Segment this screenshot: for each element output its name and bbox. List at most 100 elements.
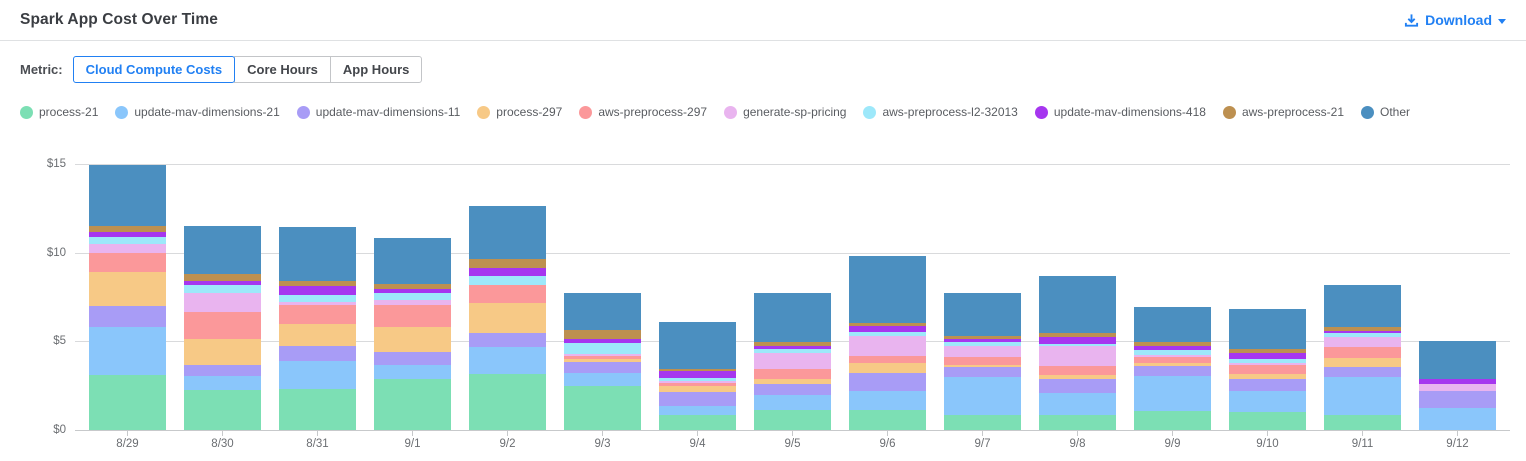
x-tick <box>887 431 888 436</box>
bar-segment-update-mav-dimensions-11 <box>1419 391 1496 408</box>
bar-segment-update-mav-dimensions-11 <box>374 352 451 366</box>
y-tick-label: $15 <box>46 158 66 170</box>
bar-segment-aws-preprocess-l2-32013 <box>1229 359 1306 363</box>
x-axis-cell: 9/9 <box>1134 431 1211 450</box>
bar-segment-aws-preprocess-21 <box>89 225 166 233</box>
x-tick <box>792 431 793 436</box>
bar-segment-process-297 <box>659 385 736 392</box>
bar-segment-other <box>279 227 356 281</box>
bar-segment-update-mav-dimensions-11 <box>564 361 641 374</box>
bar-segment-process-297 <box>754 378 831 384</box>
download-button[interactable]: Download <box>1404 12 1506 28</box>
bar-segment-process-297 <box>279 323 356 347</box>
bar-segment-generate-sp-pricing <box>1324 337 1401 348</box>
x-tick <box>697 431 698 436</box>
legend-item-update-mav-dimensions-418[interactable]: update-mav-dimensions-418 <box>1034 105 1206 119</box>
legend-dot <box>1361 105 1374 119</box>
bar-segment-aws-preprocess-297 <box>1039 365 1116 375</box>
bar-9-10 <box>1229 308 1306 431</box>
bar-segment-update-mav-dimensions-21 <box>1419 407 1496 431</box>
bar-segment-update-mav-dimensions-11 <box>1039 379 1116 393</box>
bar-segment-process-297 <box>1324 358 1401 367</box>
bar-segment-update-mav-dimensions-21 <box>659 405 736 416</box>
bar-segment-aws-preprocess-l2-32013 <box>849 331 926 336</box>
legend-label: update-mav-dimensions-418 <box>1053 105 1206 119</box>
bar-segment-process-21 <box>374 378 451 431</box>
legend-label: aws-preprocess-21 <box>1241 105 1344 119</box>
x-tick <box>412 431 413 436</box>
tab-cloud-compute-costs[interactable]: Cloud Compute Costs <box>72 56 236 83</box>
bar-segment-aws-preprocess-21 <box>279 280 356 287</box>
bar-segment-aws-preprocess-297 <box>849 356 926 363</box>
bar-segment-update-mav-dimensions-21 <box>849 390 926 410</box>
legend-item-process-21[interactable]: process-21 <box>20 105 98 119</box>
bar-segment-process-21 <box>1229 411 1306 431</box>
x-tick-label: 8/29 <box>116 438 139 450</box>
bar-segment-update-mav-dimensions-418 <box>374 289 451 294</box>
bar-segment-update-mav-dimensions-418 <box>279 286 356 295</box>
bar-segment-aws-preprocess-297 <box>754 368 831 379</box>
x-tick-label: 9/1 <box>404 438 421 450</box>
bar-segment-process-21 <box>469 373 546 431</box>
x-axis-cell: 9/1 <box>374 431 451 450</box>
x-tick-label: 9/5 <box>784 438 801 450</box>
bar-segment-other <box>849 255 926 323</box>
bar-segment-update-mav-dimensions-21 <box>1229 391 1306 412</box>
download-icon <box>1404 13 1419 28</box>
legend-label: Other <box>1380 105 1411 119</box>
bar-segment-aws-preprocess-l2-32013 <box>659 377 736 381</box>
x-axis-cell: 8/30 <box>184 431 261 450</box>
bar-segment-generate-sp-pricing <box>1419 383 1496 392</box>
tab-app-hours[interactable]: App Hours <box>329 56 423 83</box>
legend-item-aws-preprocess-l2-32013[interactable]: aws-preprocess-l2-32013 <box>863 105 1018 119</box>
legend-item-update-mav-dimensions-21[interactable]: update-mav-dimensions-21 <box>115 105 280 119</box>
bar-segment-generate-sp-pricing <box>564 353 641 357</box>
legend-item-generate-sp-pricing[interactable]: generate-sp-pricing <box>724 105 846 119</box>
bar-segment-update-mav-dimensions-11 <box>184 365 261 377</box>
legend-item-aws-preprocess-297[interactable]: aws-preprocess-297 <box>579 105 707 119</box>
bar-segment-generate-sp-pricing <box>1229 362 1306 365</box>
bar-segment-update-mav-dimensions-21 <box>184 376 261 390</box>
legend-dot <box>296 105 310 119</box>
x-tick-label: 9/4 <box>689 438 706 450</box>
bar-segment-process-21 <box>1134 411 1211 431</box>
bar-9-1 <box>374 237 451 431</box>
x-axis: 8/29 8/30 8/31 9/1 9/2 9/3 9/4 9/5 9/6 9/7 9/8 9/9 9… <box>75 431 1510 450</box>
legend-item-other[interactable]: Other <box>1361 105 1410 119</box>
legend-label: aws-preprocess-l2-32013 <box>882 105 1018 119</box>
bar-segment-update-mav-dimensions-418 <box>89 232 166 237</box>
x-axis-cell: 9/6 <box>849 431 926 450</box>
bar-segment-update-mav-dimensions-418 <box>469 268 546 277</box>
bar-segment-process-297 <box>944 364 1021 367</box>
bar-segment-aws-preprocess-297 <box>184 311 261 339</box>
bars <box>75 150 1510 431</box>
bar-segment-generate-sp-pricing <box>1134 354 1211 358</box>
x-tick <box>1267 431 1268 436</box>
bar-segment-process-297 <box>184 338 261 366</box>
bar-segment-process-297 <box>1134 362 1211 367</box>
legend-item-aws-preprocess-21[interactable]: aws-preprocess-21 <box>1222 105 1344 119</box>
legend-item-process-297[interactable]: process-297 <box>477 105 562 119</box>
bar-9-3 <box>564 292 641 431</box>
bar-segment-aws-preprocess-21 <box>374 284 451 290</box>
x-tick <box>1077 431 1078 436</box>
x-axis-cell: 9/7 <box>944 431 1021 450</box>
legend-label: generate-sp-pricing <box>743 105 847 119</box>
bar-segment-generate-sp-pricing <box>279 301 356 306</box>
bar-9-5 <box>754 292 831 431</box>
x-tick <box>1172 431 1173 436</box>
y-tick-label: $5 <box>53 335 66 348</box>
legend-item-update-mav-dimensions-11[interactable]: update-mav-dimensions-11 <box>296 105 460 119</box>
x-tick-label: 9/12 <box>1446 438 1469 450</box>
plot-area: $0 $5 $10 $15 <box>47 150 1510 436</box>
bar-segment-aws-preprocess-l2-32013 <box>1134 350 1211 355</box>
bar-segment-update-mav-dimensions-21 <box>279 361 356 390</box>
metric-label: Metric: <box>20 62 63 77</box>
bar-9-2 <box>469 205 546 431</box>
bar-segment-update-mav-dimensions-21 <box>374 365 451 379</box>
bar-segment-aws-preprocess-21 <box>754 342 831 346</box>
tab-core-hours[interactable]: Core Hours <box>234 56 331 83</box>
bar-segment-process-21 <box>849 409 926 431</box>
x-axis-cell: 9/2 <box>469 431 546 450</box>
bar-segment-update-mav-dimensions-11 <box>944 367 1021 377</box>
